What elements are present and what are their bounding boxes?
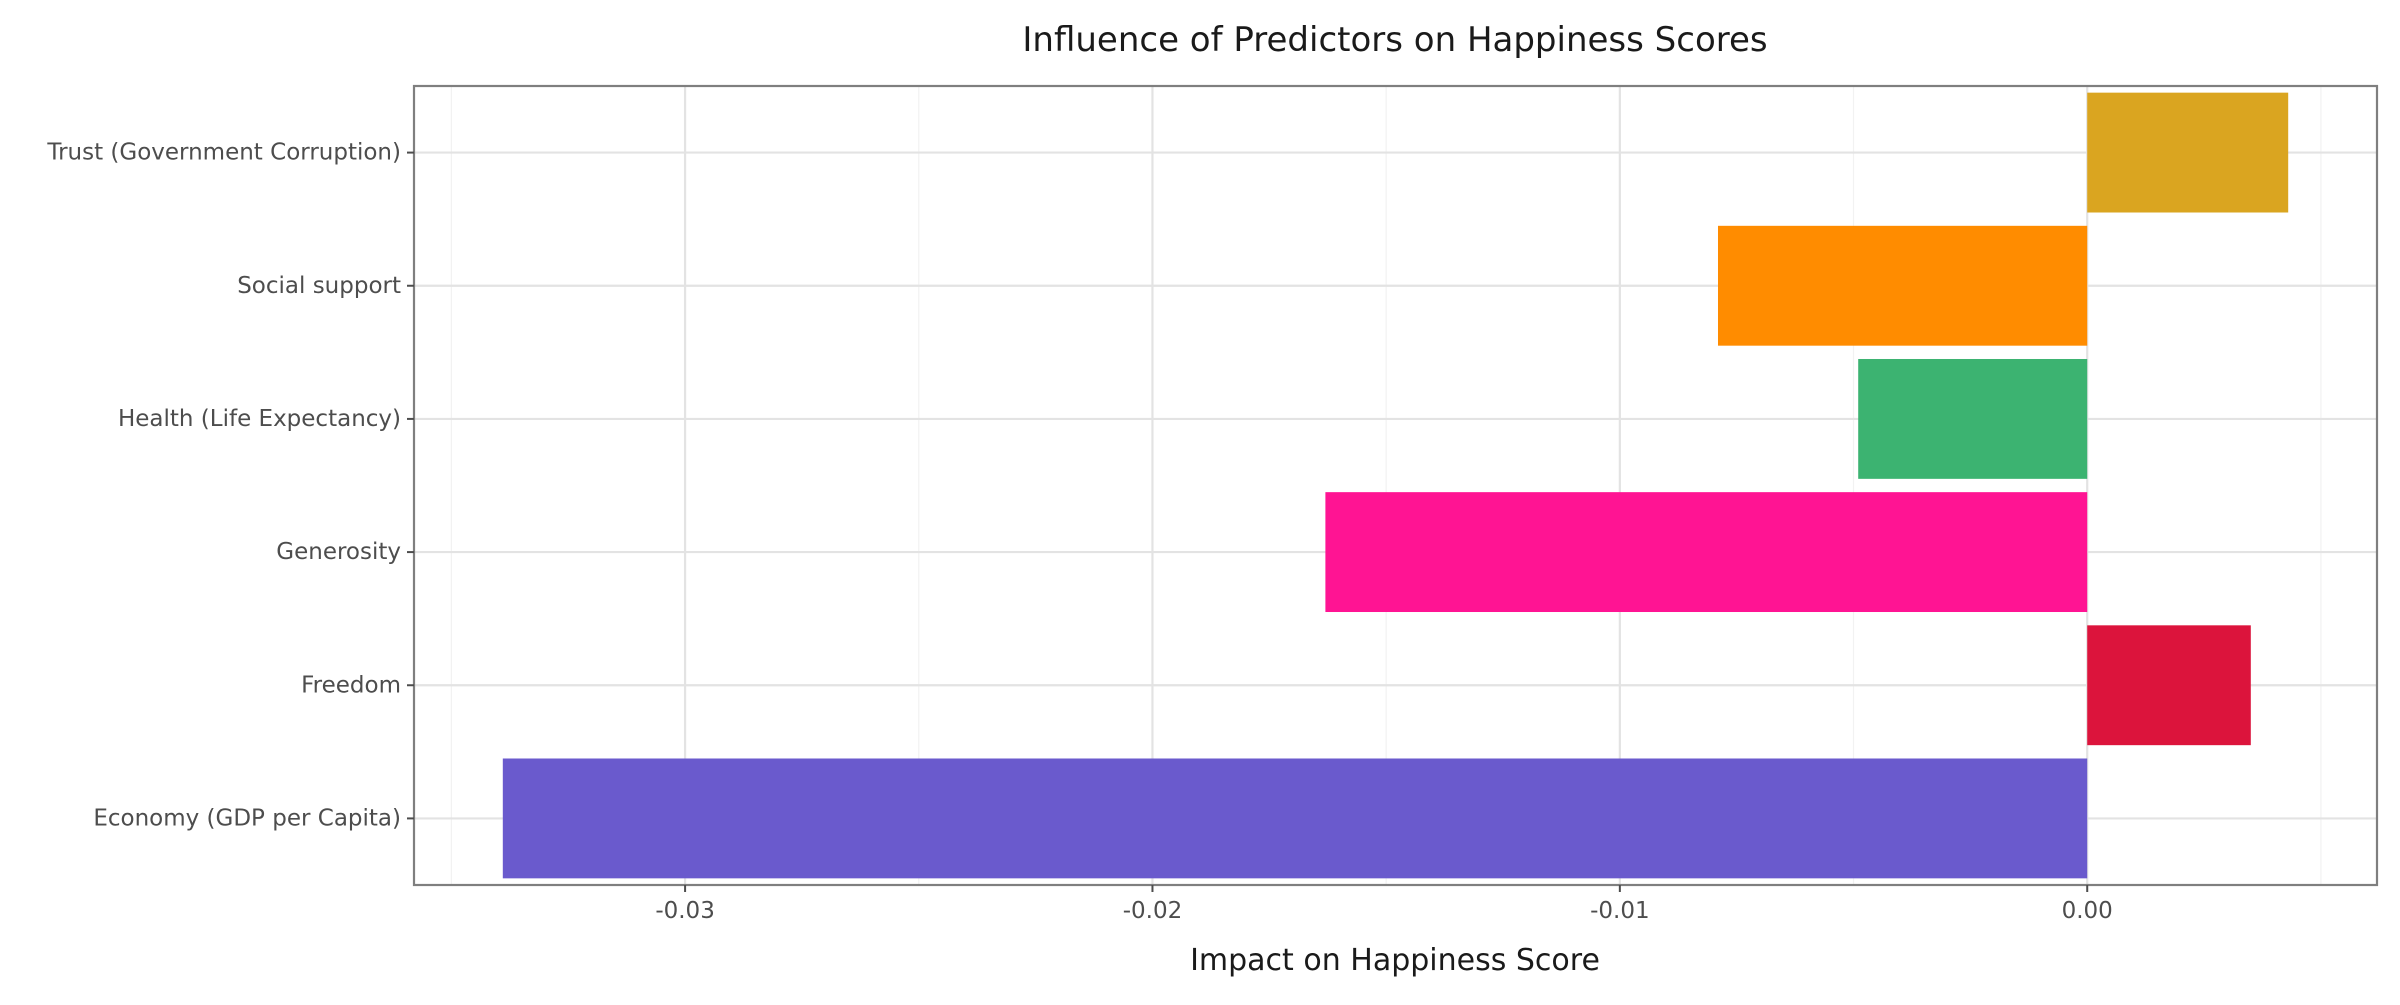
bar-generosity [1325, 492, 2088, 613]
bar-trust-government-corruption [2087, 92, 2289, 213]
bar-freedom [2087, 625, 2251, 746]
chart-title: Influence of Predictors on Happiness Sco… [1022, 20, 1767, 60]
x-tick-label: -0.01 [1590, 898, 1650, 924]
y-axis: Economy (GDP per Capita) Freedom Generosit… [46, 140, 414, 831]
bars [502, 92, 2289, 879]
bar-economy-gdp-per-capita [502, 758, 2088, 879]
bar-social-support [1717, 225, 2088, 346]
x-tick-label: 0.00 [2062, 898, 2113, 924]
y-tick-label: Trust (Government Corruption) [46, 140, 401, 166]
minor-gridlines [450, 86, 2322, 885]
x-tick-label: -0.03 [655, 898, 715, 924]
y-tick-label: Economy (GDP per Capita) [93, 805, 401, 831]
y-tick-label: Generosity [276, 539, 401, 565]
bar-health-life-expectancy [1858, 358, 2088, 479]
y-tick-label: Health (Life Expectancy) [118, 406, 401, 432]
x-tick-label: -0.02 [1123, 898, 1183, 924]
x-axis: -0.03 -0.02 -0.01 0.00 [655, 885, 2113, 924]
x-axis-title: Impact on Happiness Score [1190, 943, 1600, 978]
y-tick-label: Social support [237, 273, 401, 299]
y-tick-label: Freedom [301, 672, 401, 698]
plot-panel-border [412, 84, 2379, 887]
